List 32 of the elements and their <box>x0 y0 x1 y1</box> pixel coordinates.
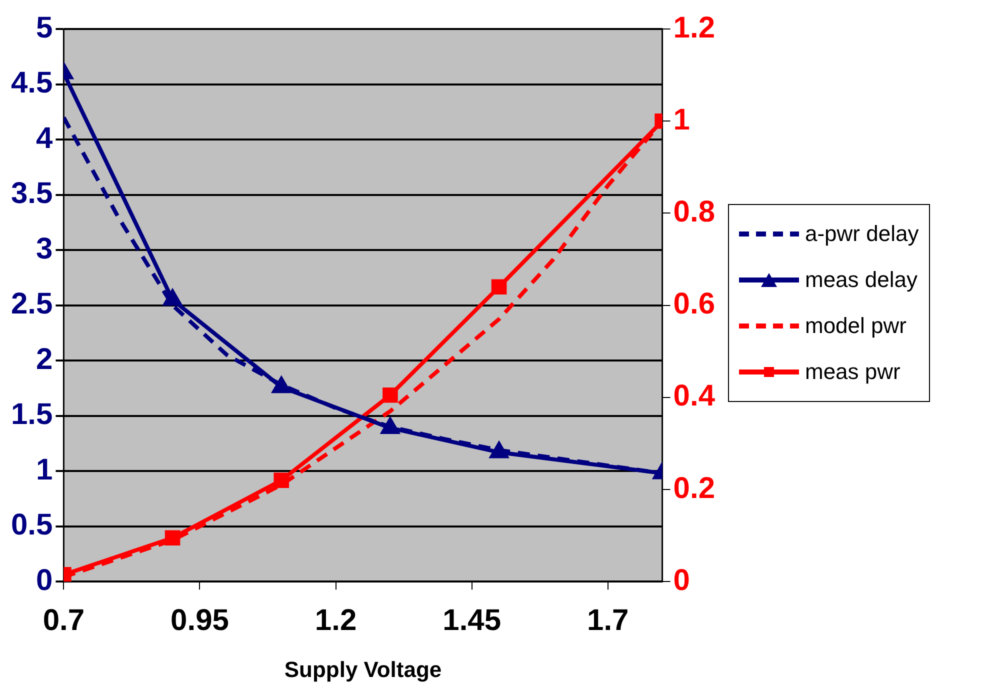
legend-label: meas delay <box>805 267 918 293</box>
legend-label: model pwr <box>805 313 906 339</box>
y2-tick-label: 1.2 <box>673 11 716 44</box>
y-tick-label: 2.5 <box>10 288 53 321</box>
y2-tick-label: 1 <box>673 103 690 136</box>
y2-tick-label: 0.6 <box>673 288 716 321</box>
x-tick-label: 0.7 <box>42 604 85 637</box>
y-tick-label: 3 <box>36 232 53 266</box>
y-tick-label: 1 <box>36 453 53 486</box>
point <box>382 387 398 403</box>
y2-tick-label: 0.2 <box>673 472 716 505</box>
y2-tick-label: 0.8 <box>673 195 716 228</box>
y-tick-label: 3.5 <box>10 177 53 210</box>
x-tick-label: 1.45 <box>442 604 502 637</box>
y2-tick-label: 0.4 <box>673 380 716 413</box>
legend-label: a-pwr delay <box>805 221 919 247</box>
y-tick-label: 4.5 <box>10 66 53 100</box>
y-tick-label: 0 <box>36 564 53 597</box>
x-tick-label: 0.95 <box>170 604 229 637</box>
y-tick-label: 5 <box>36 11 53 44</box>
y-tick-label: 4 <box>36 122 54 155</box>
x-tick-label: 1.7 <box>587 604 629 637</box>
y-tick-label: 0.5 <box>10 508 53 542</box>
legend-label: meas pwr <box>805 359 900 385</box>
x-axis-title: Supply Voltage <box>284 656 442 682</box>
y-tick-label: 2 <box>36 342 53 376</box>
point <box>381 418 400 434</box>
y2-tick-label: 0 <box>673 564 690 597</box>
point <box>274 472 290 488</box>
point <box>272 377 290 394</box>
y-tick-label: 1.5 <box>10 398 53 432</box>
x-tick-label: 1.2 <box>314 604 357 637</box>
